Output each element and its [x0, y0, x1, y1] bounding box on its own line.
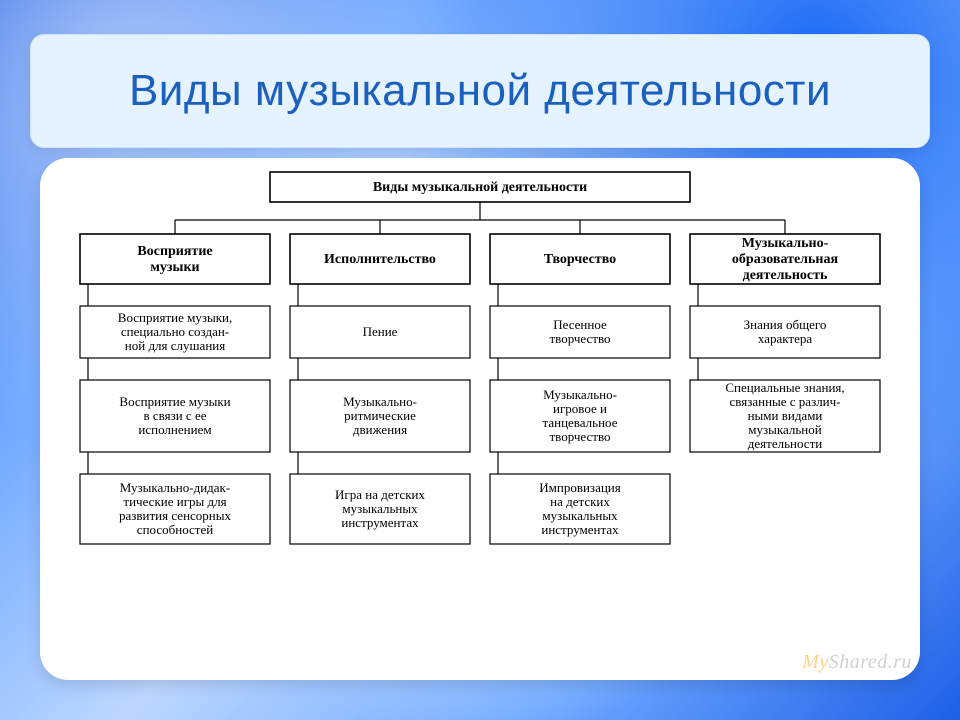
hierarchy-diagram: Виды музыкальной деятельностиВосприятием…: [46, 164, 914, 674]
diagram-card: Виды музыкальной деятельностиВосприятием…: [40, 158, 920, 680]
col-educational-child-0-label-line-0: Знания общего: [744, 317, 827, 332]
col-performance-child-0-label-line-0: Пение: [363, 324, 398, 339]
col-perception-child-0-label-line-1: специально создан-: [121, 324, 229, 339]
col-creativity-child-0-label-line-0: Песенное: [553, 317, 607, 332]
col-performance-child-2-label-line-0: Игра на детских: [335, 487, 425, 502]
col-creativity-child-2-label-line-0: Импровизация: [539, 480, 620, 495]
diagram-header-label-line-0: Виды музыкальной деятельности: [373, 180, 587, 195]
col-performance-child-1-label-line-1: ритмические: [344, 408, 416, 423]
col-perception-child-2-label-line-1: тические игры для: [123, 494, 226, 509]
col-perception-top-label-line-0: Восприятие: [137, 244, 212, 259]
slide-title-bar: Виды музыкальной деятельности: [30, 34, 930, 148]
col-performance-top-label-line-0: Исполнительство: [324, 252, 436, 267]
col-educational-top-label-line-1: образовательная: [732, 252, 839, 267]
col-creativity-child-2-label-line-3: инструментах: [541, 522, 619, 537]
col-creativity-child-1-label-line-2: танцевальное: [543, 415, 618, 430]
col-perception-top-box: [80, 234, 270, 284]
col-perception-child-1-label-line-0: Восприятие музыки: [119, 394, 230, 409]
col-creativity-child-2-label-line-2: музыкальных: [542, 508, 618, 523]
col-educational-child-1-label-line-4: деятельности: [748, 436, 822, 451]
col-perception-child-0-label-line-0: Восприятие музыки,: [118, 310, 232, 325]
col-performance-child-1-label-line-2: движения: [353, 422, 407, 437]
col-perception-child-2-label-line-0: Музыкально-дидак-: [120, 480, 230, 495]
col-creativity-child-1-label-line-3: творчество: [549, 429, 610, 444]
col-educational-top-label-line-2: деятельность: [743, 268, 828, 283]
col-creativity-child-2-label-line-1: на детских: [550, 494, 610, 509]
col-creativity-child-1-label-line-1: игровое и: [553, 401, 607, 416]
col-educational-top-label-line-0: Музыкально-: [742, 236, 829, 251]
col-perception-child-0-label-line-2: ной для слушания: [125, 338, 225, 353]
col-educational-child-0-label-line-1: характера: [758, 331, 812, 346]
col-perception-top-label-line-1: музыки: [150, 260, 199, 275]
col-perception-child-1-label-line-1: в связи с ее: [143, 408, 206, 423]
col-educational-child-1-label-line-1: связанные с различ-: [729, 394, 840, 409]
col-creativity-child-0-label-line-1: творчество: [549, 331, 610, 346]
col-creativity-child-1-label-line-0: Музыкально-: [543, 387, 617, 402]
col-educational-child-1-label-line-2: ными видами: [748, 408, 823, 423]
col-perception-child-1-label-line-2: исполнением: [138, 422, 211, 437]
col-performance-child-2-label-line-1: музыкальных: [342, 501, 418, 516]
col-performance-child-2-label-line-2: инструментах: [341, 515, 419, 530]
slide-title: Виды музыкальной деятельности: [129, 66, 831, 116]
col-perception-child-2-label-line-3: способностей: [137, 522, 213, 537]
col-performance-child-1-label-line-0: Музыкально-: [343, 394, 417, 409]
col-creativity-top-label-line-0: Творчество: [544, 252, 616, 267]
col-perception-child-2-label-line-2: развития сенсорных: [119, 508, 231, 523]
col-educational-child-1-label-line-0: Специальные знания,: [725, 380, 844, 395]
col-educational-child-1-label-line-3: музыкальной: [748, 422, 821, 437]
